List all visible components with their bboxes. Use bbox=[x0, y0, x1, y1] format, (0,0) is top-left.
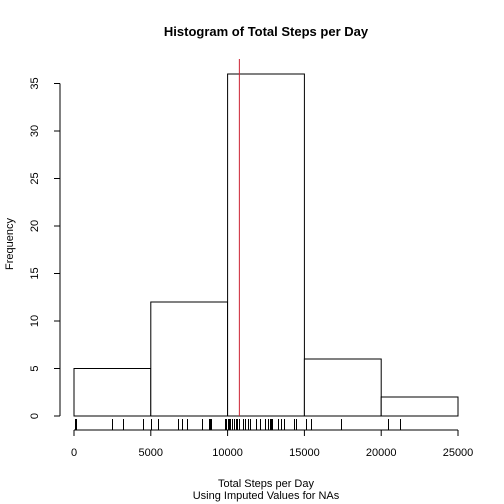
bars-group bbox=[73, 73, 459, 417]
y-tick-label-2: 10 bbox=[29, 315, 41, 327]
histogram-bar-0 bbox=[73, 368, 152, 417]
y-tick-label-0: 0 bbox=[29, 413, 41, 419]
y-axis: 0 5 10 15 20 25 30 35 bbox=[29, 77, 61, 419]
x-tick-label-2: 10000 bbox=[212, 447, 243, 459]
x-tick-label-4: 20000 bbox=[366, 447, 397, 459]
x-tick-label-3: 15000 bbox=[289, 447, 320, 459]
y-tick-label-7: 35 bbox=[29, 77, 41, 89]
y-tick-label-3: 15 bbox=[29, 267, 41, 279]
y-tick-label-5: 25 bbox=[29, 172, 41, 184]
x-tick-label-0: 0 bbox=[71, 447, 77, 459]
y-axis-label: Frequency bbox=[4, 218, 16, 270]
x-tick-label-5: 25000 bbox=[443, 447, 474, 459]
x-tick-label-1: 5000 bbox=[139, 447, 163, 459]
y-tick-label-4: 20 bbox=[29, 220, 41, 232]
x-axis-label: Total Steps per Day bbox=[218, 478, 314, 490]
rug-group bbox=[75, 419, 401, 430]
chart-title: Histogram of Total Steps per Day bbox=[164, 24, 369, 39]
histogram-bar-2 bbox=[227, 73, 305, 417]
histogram-bar-1 bbox=[150, 301, 229, 417]
y-tick-label-6: 30 bbox=[29, 125, 41, 137]
histogram-bar-4 bbox=[380, 396, 459, 417]
x-axis: 0 5000 10000 15000 20000 25000 bbox=[71, 429, 474, 459]
histogram-bar-3 bbox=[303, 358, 382, 417]
y-tick-label-1: 5 bbox=[29, 365, 41, 371]
x-axis-sublabel: Using Imputed Values for NAs bbox=[193, 490, 340, 502]
